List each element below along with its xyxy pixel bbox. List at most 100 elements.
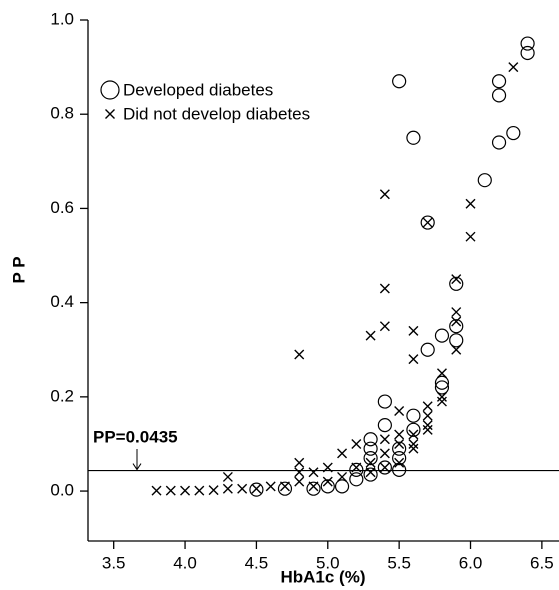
point <box>294 476 305 487</box>
point <box>265 481 276 492</box>
point <box>363 441 378 456</box>
point <box>449 319 464 334</box>
point <box>406 130 421 145</box>
point <box>508 62 519 73</box>
point <box>465 198 476 209</box>
point <box>406 422 421 437</box>
point <box>451 316 462 327</box>
point <box>308 481 319 492</box>
y-tick-label: 1.0 <box>50 9 74 28</box>
point <box>422 410 433 421</box>
point <box>394 405 405 416</box>
point <box>422 424 433 435</box>
point <box>194 485 205 496</box>
threshold-arrowhead <box>132 463 142 471</box>
point <box>208 485 219 496</box>
y-tick-label: 0.2 <box>50 386 74 405</box>
y-tick-label: 0.4 <box>50 292 74 311</box>
point <box>422 401 433 412</box>
point <box>408 429 419 440</box>
point <box>451 274 462 285</box>
x-tick-label: 4.5 <box>245 553 269 572</box>
point <box>408 438 419 449</box>
point <box>322 476 333 487</box>
point <box>151 485 162 496</box>
point <box>422 217 433 228</box>
legend-label: Developed diabetes <box>123 80 273 99</box>
legend-marker <box>100 80 120 100</box>
point <box>520 45 535 61</box>
point <box>363 432 378 447</box>
x-tick-label: 3.5 <box>102 553 126 572</box>
x-tick-label: 6.0 <box>459 553 483 572</box>
threshold-label: PP=0.0435 <box>93 427 178 446</box>
point <box>237 483 248 494</box>
point <box>379 189 390 200</box>
point <box>408 443 419 454</box>
point <box>434 328 450 343</box>
point <box>363 450 378 466</box>
legend-label: Did not develop diabetes <box>123 104 310 123</box>
point <box>408 354 419 365</box>
point <box>465 231 476 242</box>
point <box>491 135 507 150</box>
point <box>277 481 293 496</box>
point <box>351 462 362 473</box>
point <box>420 342 435 357</box>
point <box>406 408 421 423</box>
point <box>394 457 405 468</box>
point <box>377 394 392 409</box>
point <box>420 215 435 230</box>
point <box>294 467 305 478</box>
point <box>337 448 348 459</box>
point <box>449 333 464 348</box>
point <box>377 418 392 433</box>
point <box>363 467 378 482</box>
point <box>365 467 376 478</box>
point <box>436 396 447 407</box>
point <box>222 471 233 482</box>
point <box>392 450 407 466</box>
y-axis-label: P P <box>9 256 28 283</box>
point <box>337 471 348 482</box>
point <box>379 321 390 332</box>
point <box>506 125 521 141</box>
x-axis-label: HbA1c (%) <box>280 567 365 586</box>
y-tick-label: 0.6 <box>50 198 74 217</box>
point <box>449 276 464 291</box>
point <box>351 438 362 449</box>
point <box>294 457 305 468</box>
point <box>334 479 350 494</box>
point <box>308 467 319 478</box>
point <box>436 391 447 402</box>
y-tick-label: 0.0 <box>50 481 74 500</box>
point <box>392 74 407 89</box>
point <box>436 368 447 379</box>
point <box>349 462 364 477</box>
legend-marker <box>105 109 115 119</box>
point <box>306 481 321 496</box>
point <box>422 420 433 431</box>
point <box>379 462 390 473</box>
point <box>320 479 335 494</box>
point <box>520 36 535 51</box>
point <box>477 173 492 188</box>
point <box>392 441 407 456</box>
point <box>365 457 376 468</box>
point <box>491 88 507 103</box>
point <box>322 462 333 473</box>
point <box>365 330 376 341</box>
point <box>394 438 405 449</box>
point <box>251 483 262 494</box>
point <box>279 481 290 492</box>
point <box>379 434 390 445</box>
point <box>377 460 392 475</box>
point <box>165 485 176 496</box>
point <box>434 380 450 395</box>
point <box>451 307 462 318</box>
point <box>180 485 191 496</box>
point <box>392 462 407 477</box>
x-tick-label: 4.0 <box>173 553 197 572</box>
point <box>434 375 450 390</box>
